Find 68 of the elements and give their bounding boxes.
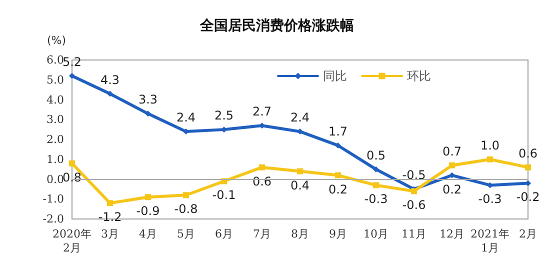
data-label: -0.3	[478, 192, 502, 206]
x-tick-label: 11月	[402, 228, 426, 240]
x-tick-label: 9月	[329, 228, 347, 240]
y-tick-label: 6.0	[46, 54, 64, 66]
chart-title: 全国居民消费价格涨跌幅	[199, 18, 354, 34]
y-tick-label: 0.0	[46, 172, 64, 186]
data-label: -0.8	[174, 202, 198, 216]
point	[107, 200, 113, 206]
data-label: -0.6	[402, 198, 426, 212]
data-label: -0.2	[516, 190, 540, 204]
data-label: -1.2	[98, 210, 122, 224]
point	[449, 172, 455, 178]
y-tick-label: -2.0	[42, 212, 64, 226]
point	[373, 182, 379, 188]
x-tick-label: 10月	[364, 228, 388, 240]
point	[107, 90, 113, 97]
data-label: 0.4	[290, 178, 310, 192]
y-axis-title: (%)	[46, 34, 66, 47]
y-tick-label: 2.0	[46, 133, 64, 146]
data-label: 3.3	[138, 92, 158, 107]
x-tick-label: 3月	[101, 228, 119, 240]
data-label: 2.5	[214, 108, 234, 123]
data-label: 0.8	[62, 170, 82, 184]
x-tick-label: 6月	[215, 228, 233, 240]
data-label: 1.7	[328, 124, 348, 138]
x-tick-label: 5月	[177, 228, 195, 240]
data-label: 0.2	[328, 182, 348, 196]
data-label: 5.2	[62, 54, 82, 69]
x-tick-label: 4月	[139, 228, 157, 240]
y-tick-label: 5.0	[46, 73, 64, 86]
point	[69, 160, 75, 166]
data-label: 4.3	[100, 72, 120, 87]
point	[145, 110, 151, 117]
x-tick-label: 2月	[519, 228, 537, 240]
data-label: 1.0	[480, 138, 500, 152]
point	[373, 166, 379, 172]
y-tick-label: 4.0	[46, 93, 64, 106]
data-label: -0.1	[212, 188, 236, 202]
y-tick-label: -1.0	[42, 192, 64, 206]
point	[297, 168, 303, 174]
point	[259, 164, 265, 170]
point	[335, 172, 341, 178]
x-tick-label: 2020年 2月	[52, 228, 92, 254]
x-tick-label: 8月	[291, 228, 309, 240]
point	[487, 156, 493, 162]
x-tick-label: 7月	[253, 228, 271, 240]
point	[525, 164, 531, 170]
point	[449, 162, 455, 168]
data-label: 0.2	[442, 182, 462, 196]
point	[145, 194, 151, 200]
data-label: -0.9	[136, 204, 160, 218]
data-label: 2.7	[252, 104, 272, 119]
y-tick-label: 3.0	[46, 113, 64, 126]
point	[69, 72, 75, 79]
data-label: -0.3	[364, 192, 388, 206]
data-label: 0.7	[442, 144, 462, 158]
point	[183, 192, 189, 198]
legend-label: 环比	[407, 69, 431, 83]
y-tick-label: 1.0	[46, 152, 64, 166]
data-label: 2.4	[176, 110, 196, 125]
data-label: 0.5	[366, 148, 386, 162]
data-label: -0.5	[402, 168, 426, 182]
data-label: 2.4	[290, 110, 310, 125]
x-tick-label: 2021年 1月	[470, 228, 510, 254]
legend-label: 同比	[323, 69, 347, 83]
point	[335, 142, 341, 148]
x-tick-label: 12月	[440, 228, 464, 240]
data-label: 0.6	[518, 146, 538, 160]
